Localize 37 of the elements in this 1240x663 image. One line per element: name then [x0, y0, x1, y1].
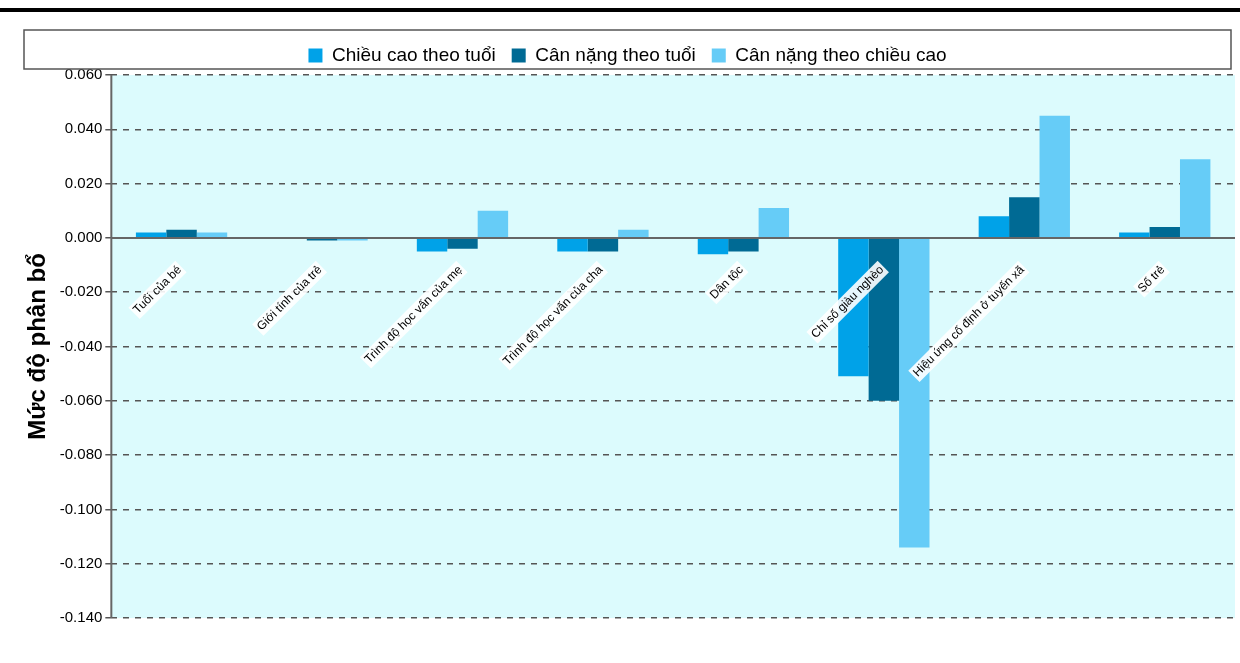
y-tick-label: -0.100 [59, 499, 103, 517]
x-tick-label: Tuổi của bé [130, 262, 185, 317]
x-tick-label: Số trẻ [1134, 262, 1168, 295]
legend-label: Cân nặng theo chiều cao [735, 43, 947, 65]
y-tick-label: -0.140 [59, 608, 103, 626]
y-tick-label: -0.040 [59, 336, 103, 354]
legend-label: Chiều cao theo tuổi [331, 43, 496, 65]
y-tick-label: -0.120 [59, 553, 103, 571]
bar [1149, 227, 1180, 238]
bar [978, 216, 1010, 238]
bar [587, 238, 619, 252]
y-tick-label: 0.020 [64, 173, 103, 191]
bar [1039, 115, 1070, 238]
y-tick-label: -0.080 [59, 445, 103, 463]
bar [477, 210, 509, 238]
bar [166, 229, 197, 238]
bar [1119, 232, 1150, 238]
y-tick-label: 0.060 [64, 65, 103, 83]
y-tick-label: -0.020 [59, 282, 103, 300]
bar [618, 229, 649, 238]
bar [728, 238, 759, 252]
bar [1179, 159, 1211, 238]
bar [135, 232, 167, 238]
bar [196, 232, 228, 238]
y-axis-title: Mức độ phân bổ [23, 253, 51, 440]
bar [557, 238, 588, 252]
y-tick-label: 0.040 [64, 119, 103, 137]
bar [1009, 197, 1040, 238]
x-tick-label: Dân tộc [706, 262, 746, 302]
bar [697, 238, 729, 255]
legend-label: Cân nặng theo tuổi [535, 43, 696, 65]
bar [416, 238, 448, 252]
x-tick-label: Giới tính của trẻ [253, 262, 325, 334]
bar [758, 208, 790, 238]
y-tick-label: -0.060 [59, 390, 103, 408]
bar [447, 238, 478, 249]
y-tick-label: 0.000 [64, 228, 103, 246]
